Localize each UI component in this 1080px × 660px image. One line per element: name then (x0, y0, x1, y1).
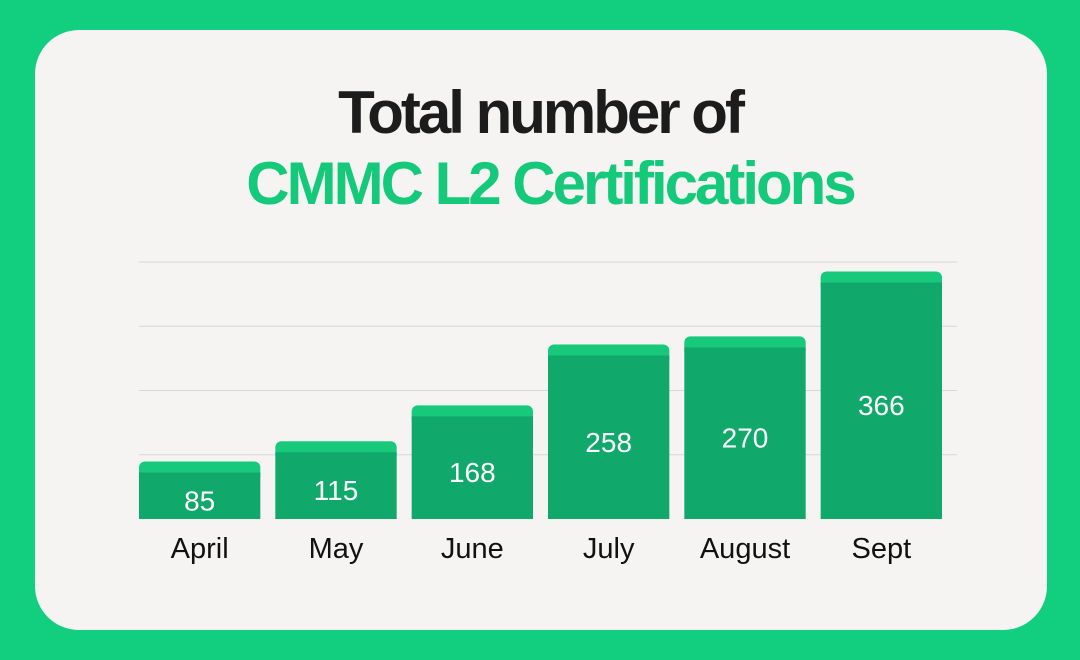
bar-august (684, 347, 806, 519)
bar-june (411, 416, 533, 519)
x-tick-label: July (583, 533, 635, 565)
bar-value-label: 366 (858, 390, 905, 421)
x-tick-label: August (700, 533, 790, 565)
x-tick-label: May (309, 533, 364, 565)
bar-may (275, 452, 397, 519)
bar-value-label: 258 (585, 427, 632, 458)
bar-value-label: 115 (314, 475, 359, 506)
bar-value-label: 168 (449, 457, 496, 488)
bar-april (139, 472, 261, 519)
chart-title-line1: Total number of (338, 79, 745, 146)
bar-sept (820, 282, 942, 519)
bar-value-label: 270 (722, 423, 769, 454)
chart-title: Total number of CMMC L2 Certifications (0, 78, 1080, 220)
x-tick-label: Sept (851, 533, 911, 565)
x-tick-label: April (171, 533, 229, 565)
bar-july (548, 355, 670, 519)
x-tick-label: June (441, 533, 504, 565)
bar-value-label: 85 (184, 485, 215, 516)
chart-title-line2: CMMC L2 Certifications (246, 150, 856, 217)
